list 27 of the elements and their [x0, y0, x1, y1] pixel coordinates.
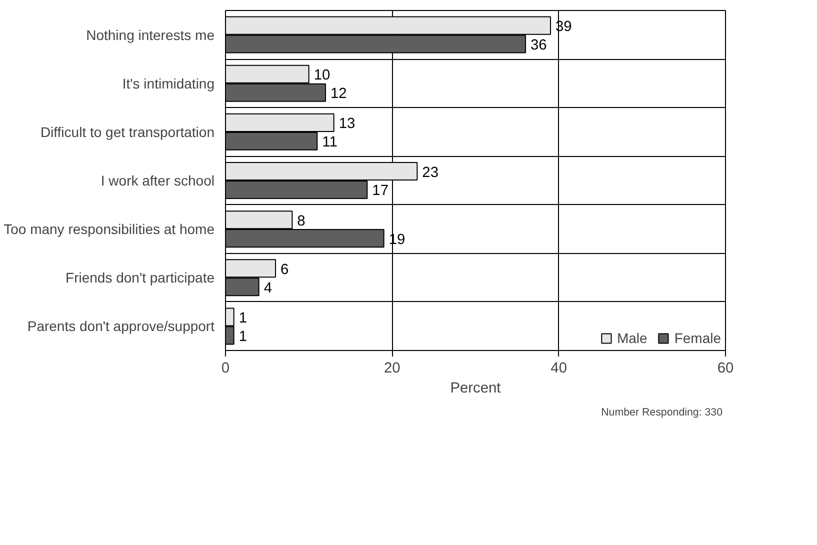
y-tick-label: It's intimidating	[122, 75, 214, 92]
legend-label: Male	[616, 330, 648, 346]
x-tick-label: 0	[221, 360, 230, 376]
data-label: 11	[322, 134, 338, 151]
x-tick-label: 20	[384, 360, 400, 376]
data-label: 10	[314, 68, 330, 84]
y-tick-label: Difficult to get transportation	[40, 124, 215, 140]
data-label: 1	[238, 328, 247, 345]
data-label: 4	[264, 280, 272, 296]
y-tick-label: Parents don't approve/support	[27, 318, 215, 334]
x-tick-label: 40	[550, 360, 567, 376]
x-axis-title: Percent	[450, 380, 501, 396]
y-tick-label: I work after school	[100, 172, 215, 188]
data-label: 1	[238, 310, 247, 326]
legend-label: Female	[674, 330, 721, 346]
data-label: 6	[280, 262, 289, 278]
data-label: 12	[330, 86, 347, 102]
y-tick-label: Friends don't participate	[66, 270, 215, 286]
data-label: 36	[530, 38, 547, 54]
data-label: 23	[422, 164, 438, 181]
x-tick-label: 60	[717, 360, 734, 376]
y-tick-label: Nothing interests me	[86, 26, 215, 43]
y-tick-label: Too many responsibilities at home	[4, 221, 215, 238]
data-label: 17	[372, 183, 388, 200]
text: Number Responding: 330	[601, 406, 723, 418]
data-label: 8	[297, 213, 306, 230]
data-label: 13	[338, 116, 356, 132]
